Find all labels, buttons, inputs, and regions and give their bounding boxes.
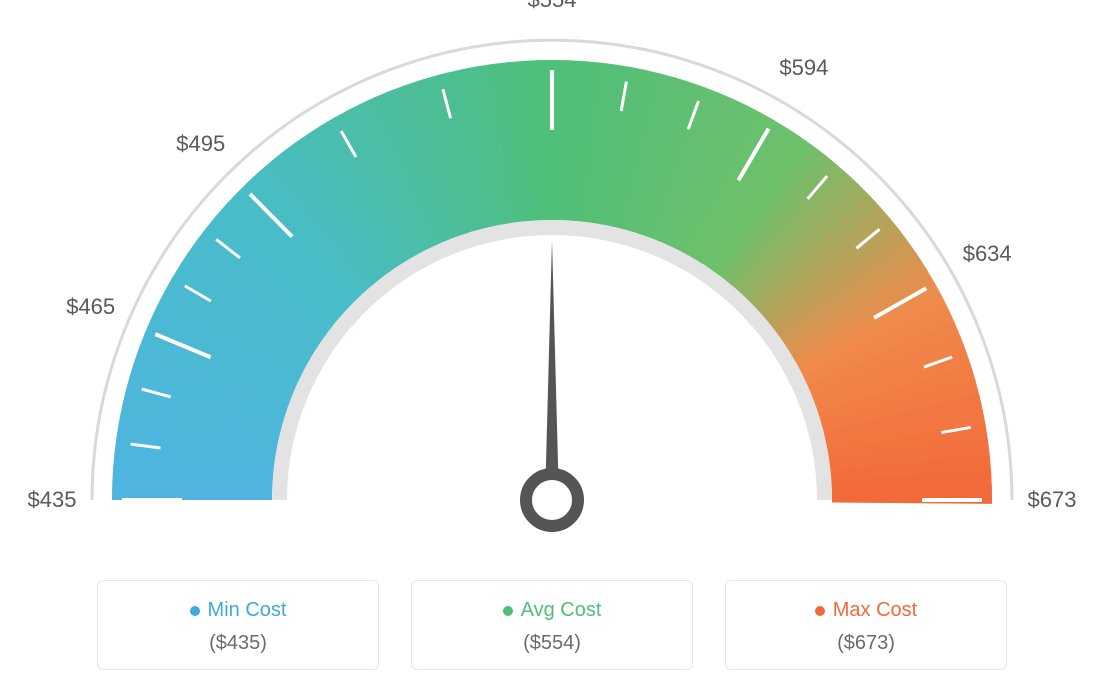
legend-value-min: ($435) [108,632,368,655]
gauge-svg [0,0,1104,560]
gauge-tick-label: $594 [779,55,828,81]
gauge-tick-label: $673 [1028,487,1077,513]
legend-title-max: Max Cost [815,599,917,622]
gauge-area: $435 $465 $495 $554 $594 $634 $673 [0,0,1104,560]
legend-dot-icon [815,606,825,616]
gauge-tick-label: $634 [963,241,1012,267]
legend-row: Min Cost ($435) Avg Cost ($554) Max Cost… [0,580,1104,670]
gauge-tick-label: $554 [528,0,577,13]
legend-label-max: Max Cost [833,599,917,622]
legend-card-avg: Avg Cost ($554) [411,580,693,670]
legend-label-min: Min Cost [208,599,287,622]
legend-card-max: Max Cost ($673) [725,580,1007,670]
gauge-tick-label: $495 [176,131,225,157]
gauge-tick-label: $435 [28,487,77,513]
legend-value-max: ($673) [736,632,996,655]
gauge-tick-label: $465 [66,294,115,320]
legend-dot-icon [190,606,200,616]
legend-dot-icon [503,606,513,616]
legend-title-min: Min Cost [190,599,287,622]
cost-gauge-chart: $435 $465 $495 $554 $594 $634 $673 Min Cost ($… [0,0,1104,690]
legend-label-avg: Avg Cost [521,599,602,622]
legend-card-min: Min Cost ($435) [97,580,379,670]
legend-value-avg: ($554) [422,632,682,655]
legend-title-avg: Avg Cost [503,599,602,622]
